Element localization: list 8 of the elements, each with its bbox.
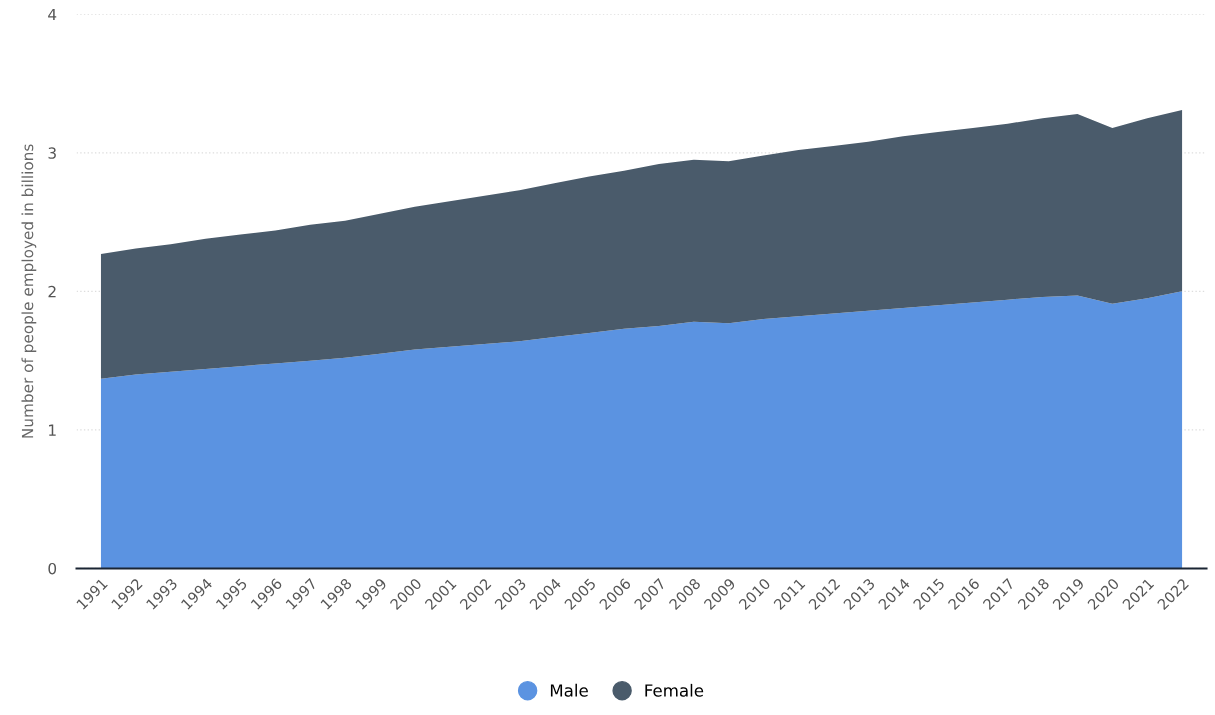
y-tick-label: 3 [48,147,56,159]
y-tick-label: 2 [48,285,56,298]
y-tick-label: 1 [49,424,56,436]
y-tick-label: 0 [48,562,57,575]
legend-label: Male [550,683,588,697]
legend-label: Female [645,683,704,697]
y-tick-label: 4 [48,8,57,21]
y-axis-title: Number of people employed in billions [21,144,37,438]
